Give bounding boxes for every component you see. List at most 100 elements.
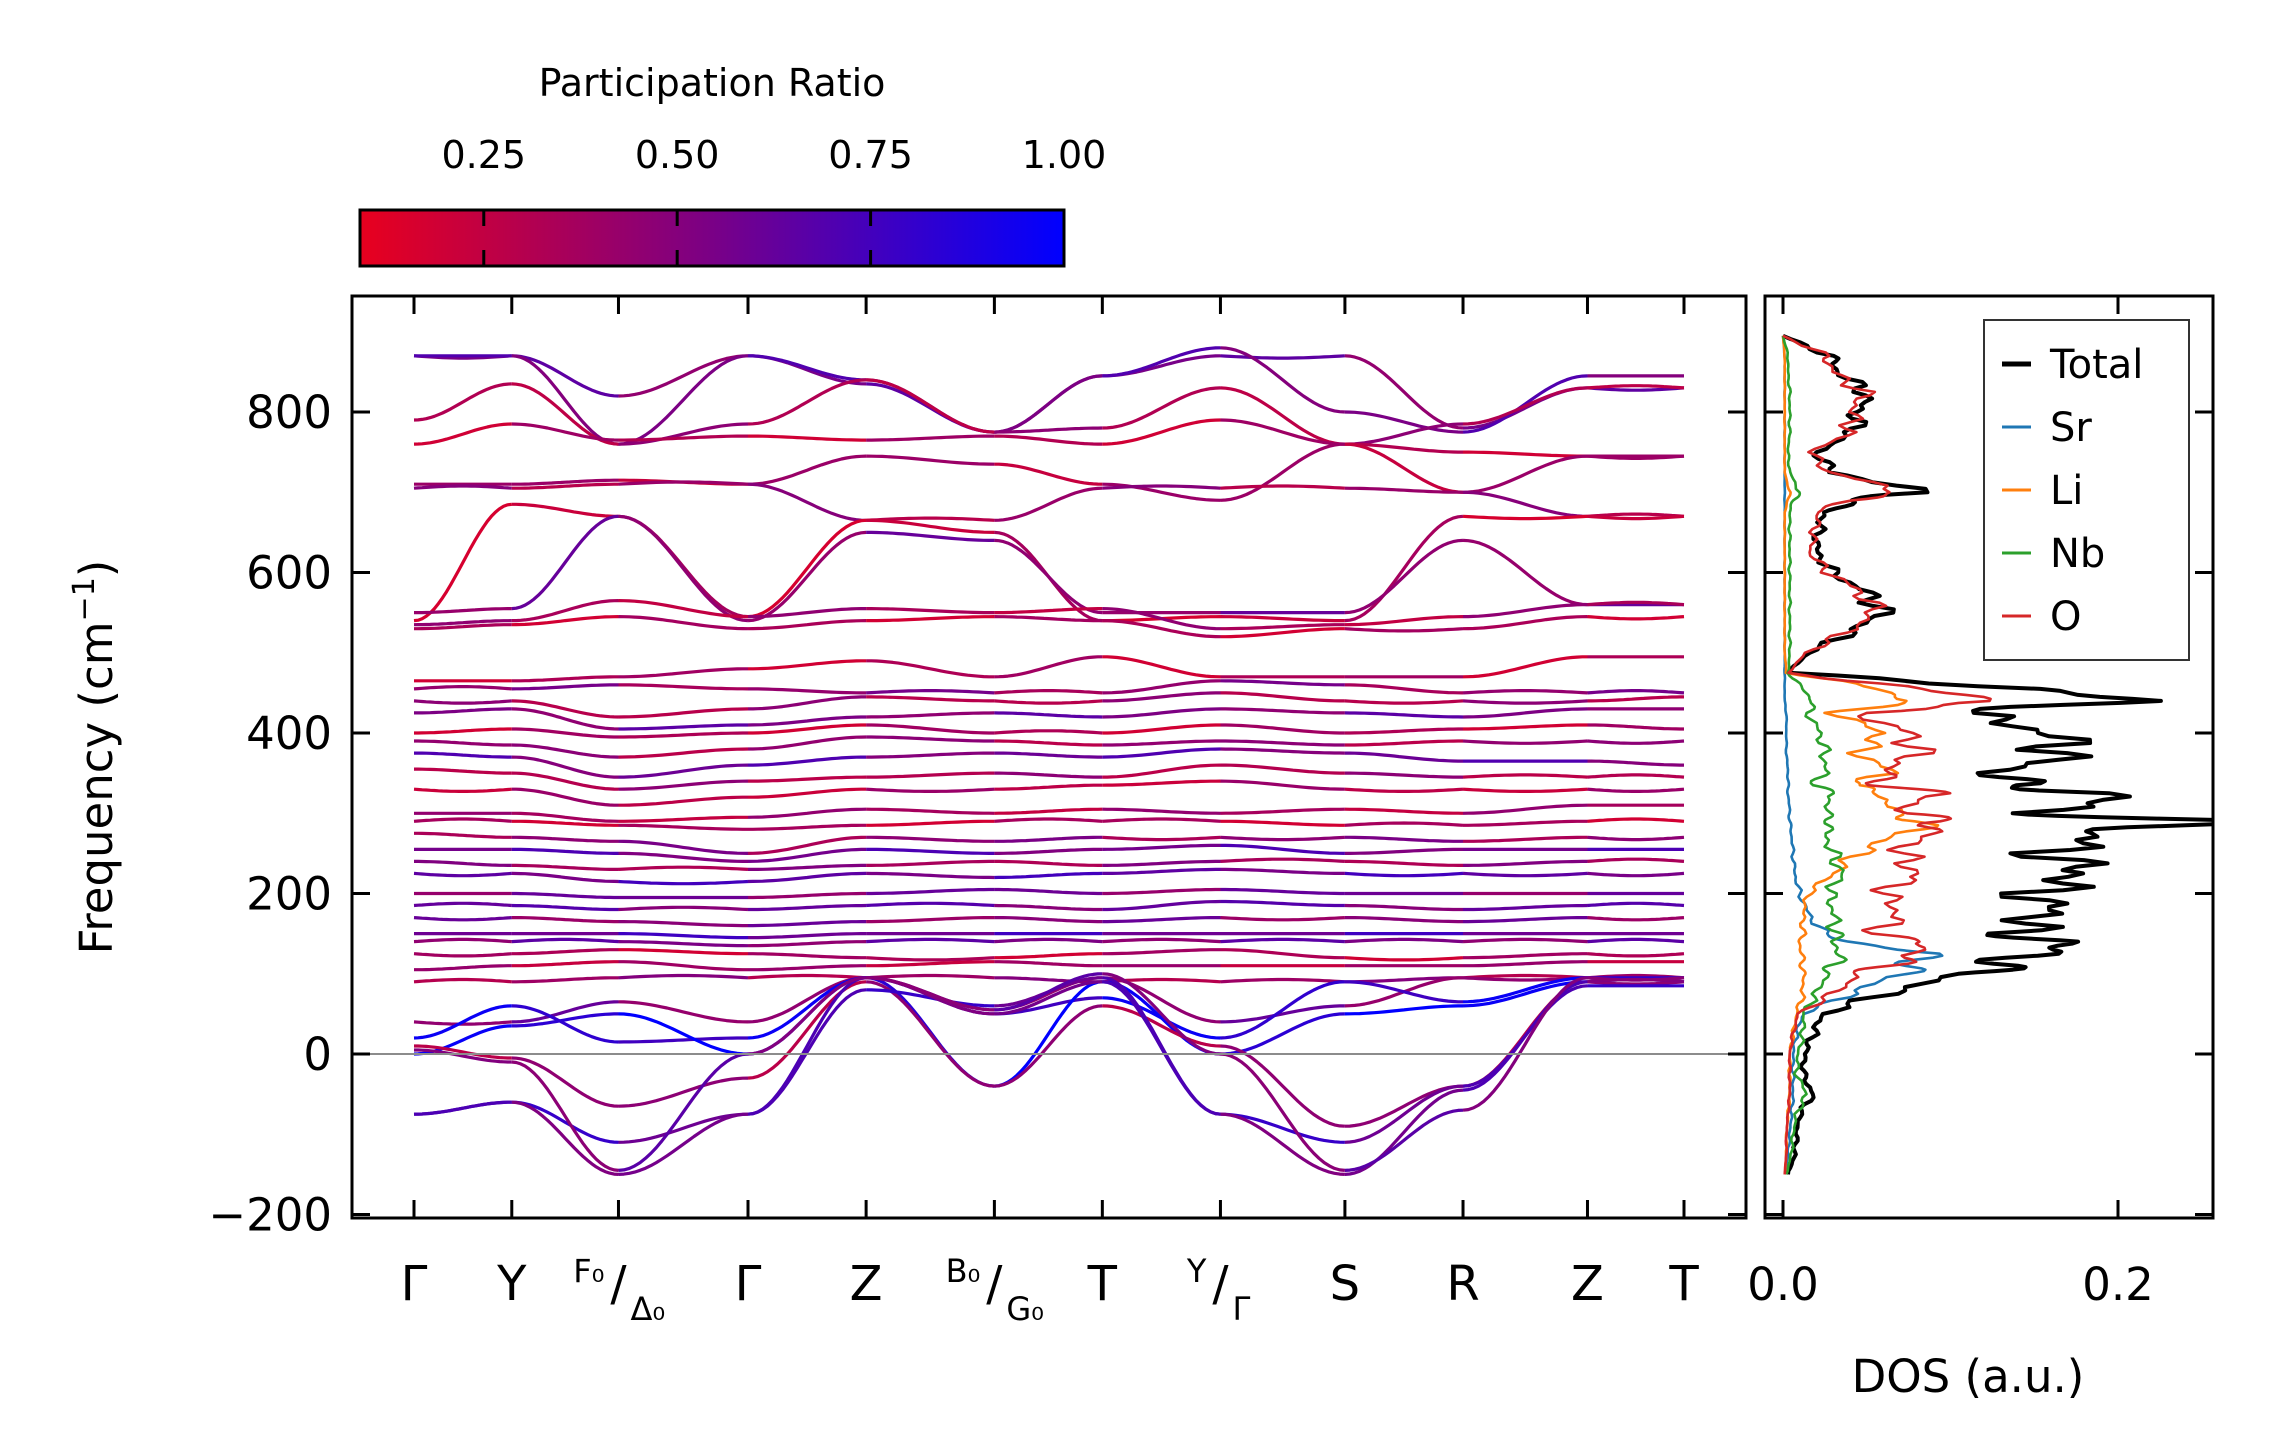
- legend-label: Li: [2050, 468, 2083, 514]
- band-segment: [511, 976, 619, 984]
- band-segment: [511, 699, 619, 719]
- band-segment: [994, 916, 1103, 924]
- band-segment: [1220, 899, 1345, 908]
- band-segment: [994, 871, 1103, 880]
- band-segment: [1344, 422, 1464, 446]
- band-segment: [994, 1004, 1103, 1088]
- band-segment: [1462, 871, 1588, 878]
- band-segment: [1587, 857, 1685, 863]
- band-segment: [511, 1004, 619, 1044]
- band-segment: [1462, 538, 1588, 607]
- band-segment: [1102, 972, 1221, 1056]
- band-segment: [866, 695, 995, 703]
- band-segment: [994, 817, 1103, 823]
- colorbar: Participation Ratio 0.25 0.50 0.75 1.00: [358, 61, 1106, 268]
- band-segment: [994, 972, 1103, 1012]
- band-segment: [866, 735, 995, 743]
- colorbar-title: Participation Ratio: [539, 61, 886, 105]
- band-segment: [1102, 723, 1221, 735]
- dos-x-axis-title: DOS (a.u.): [1852, 1350, 2085, 1403]
- band-segment: [866, 937, 995, 944]
- phonon-band: [413, 867, 1685, 886]
- band-segment: [413, 871, 512, 878]
- dos-line-o: [1782, 334, 1992, 1175]
- band-segment: [1344, 1084, 1464, 1144]
- phonon-band: [414, 843, 1684, 863]
- band-segment: [1463, 450, 1588, 458]
- band-segment: [618, 795, 748, 807]
- band-segment: [747, 518, 867, 619]
- y-tick-label: −200: [208, 1189, 332, 1242]
- band-segment: [866, 988, 995, 1008]
- band-segment: [1463, 835, 1588, 843]
- band-segment: [748, 952, 867, 960]
- legend-item: Li: [2002, 468, 2083, 514]
- band-segment: [866, 976, 995, 1012]
- band-segment: [511, 871, 619, 884]
- band-segment: [1220, 980, 1345, 1040]
- band-segment: [1344, 711, 1464, 719]
- legend-item: Nb: [2002, 531, 2105, 577]
- band-segment: [748, 903, 867, 912]
- band-segment: [1220, 1044, 1345, 1128]
- phonon-band: [414, 735, 1685, 759]
- band-segment: [618, 723, 748, 731]
- band-segment: [866, 751, 995, 759]
- band-segment: [618, 823, 748, 831]
- band-segment: [1463, 859, 1588, 867]
- band-segment: [1102, 482, 1221, 502]
- band-segment: [511, 422, 619, 442]
- phonon-band: [413, 679, 1685, 695]
- band-segment: [747, 871, 867, 884]
- band-segment: [747, 976, 867, 1056]
- band-segment: [866, 807, 995, 815]
- band-segment: [413, 619, 512, 627]
- colorbar-gradient: [358, 208, 1066, 268]
- band-segment: [748, 823, 867, 831]
- band-segment: [618, 948, 748, 956]
- band-segment: [866, 819, 995, 827]
- band-segment: [994, 615, 1103, 623]
- phonon-band: [414, 960, 1684, 972]
- band-segment: [1102, 739, 1221, 747]
- band-segment: [1587, 512, 1685, 518]
- band-segment: [511, 787, 619, 807]
- band-segment: [1102, 763, 1221, 779]
- band-segment: [618, 932, 748, 940]
- phonon-band: [414, 442, 1684, 502]
- band-segment: [511, 514, 619, 611]
- band-segment: [866, 382, 995, 434]
- band-segment: [1344, 916, 1463, 924]
- k-point-label: Z: [1571, 1256, 1604, 1312]
- dos-legend: Total Sr Li Nb O: [1983, 319, 2190, 661]
- band-segment: [1344, 751, 1463, 763]
- band-segment: [1344, 859, 1463, 867]
- y-tick-label: 600: [246, 547, 332, 600]
- band-segment: [748, 735, 867, 751]
- band-segment: [413, 977, 512, 984]
- band-segment: [511, 1012, 619, 1028]
- band-segment: [1587, 952, 1685, 958]
- band-segment: [1463, 903, 1588, 912]
- k-label-top: B₀: [946, 1252, 981, 1290]
- band-segment: [1344, 771, 1463, 779]
- phonon-band: [413, 599, 1685, 631]
- band-segment: [1344, 354, 1464, 430]
- band-segment: [1220, 747, 1345, 755]
- band-segment: [1102, 619, 1221, 639]
- band-segment: [413, 699, 512, 705]
- band-segment: [747, 976, 867, 1116]
- phonon-band: [414, 707, 1684, 731]
- band-segment: [1220, 937, 1345, 944]
- band-segment: [414, 739, 512, 747]
- phonon-band: [413, 976, 1685, 1176]
- band-segment: [1220, 354, 1345, 360]
- band-segment: [1587, 695, 1684, 703]
- k-label-slash: /: [986, 1256, 1003, 1312]
- band-segment: [1587, 723, 1684, 731]
- band-segment: [866, 871, 995, 880]
- colorbar-tick-label: 0.75: [828, 133, 913, 177]
- band-segment: [994, 847, 1103, 855]
- band-segment: [1344, 615, 1464, 627]
- phonon-band: [414, 763, 1685, 791]
